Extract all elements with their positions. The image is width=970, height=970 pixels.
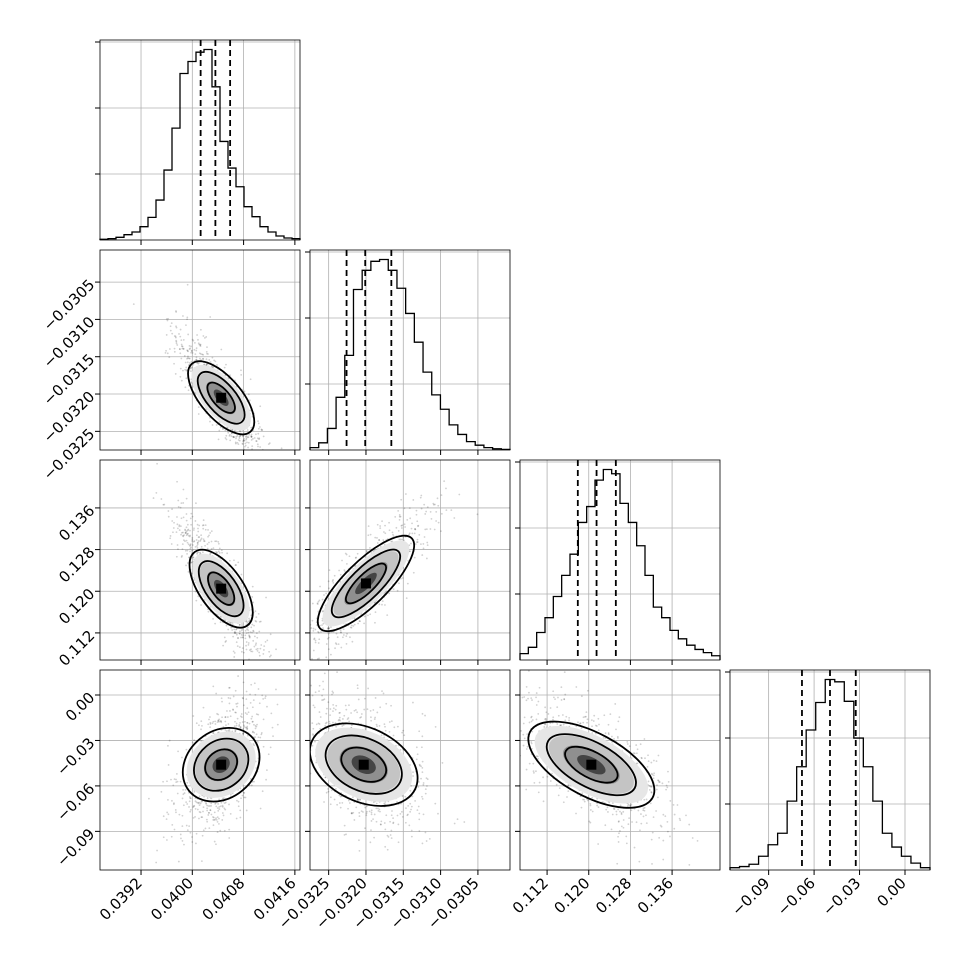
y-tick-label: 0.136 [55, 502, 98, 545]
x-tick-label: 0.0408 [199, 874, 249, 924]
histogram-step [519, 468, 721, 660]
histogram-step [729, 678, 931, 870]
contour-line [206, 381, 236, 414]
density-panel [309, 459, 511, 661]
histogram-step [309, 258, 511, 451]
contour-line [197, 560, 245, 618]
histogram-panel [515, 459, 721, 661]
panel-frame [309, 459, 511, 661]
density-panel [99, 249, 301, 451]
panel-frame [99, 39, 301, 241]
contour-line [344, 562, 387, 605]
contour-line [340, 746, 388, 783]
density-panel [99, 459, 301, 661]
contour-line [181, 726, 261, 803]
contour-line [310, 722, 419, 807]
contour-line [188, 548, 254, 629]
x-tick-label: −0.06 [774, 874, 819, 919]
x-tick-label: −0.09 [728, 874, 773, 919]
contour-line [330, 548, 402, 619]
panel-frame [519, 669, 721, 871]
contour-line [527, 720, 656, 809]
contour-line [564, 745, 619, 784]
sample-points [310, 480, 479, 660]
panel-frame [309, 249, 511, 451]
sample-points [152, 462, 277, 660]
x-tick-label: 0.0392 [96, 874, 146, 924]
panel-frame [99, 459, 301, 661]
x-tick-label: 0.136 [634, 874, 677, 917]
y-tick-label: 0.00 [62, 689, 98, 725]
contour-line [316, 534, 416, 633]
contour-line [187, 360, 256, 436]
histogram-panel [305, 249, 511, 451]
contour-line [196, 370, 246, 425]
panel-frame [99, 669, 301, 871]
y-tick-label: 0.128 [55, 543, 98, 586]
contour-line [193, 737, 250, 792]
contour-line [545, 733, 637, 797]
x-tick-label: 0.128 [592, 874, 635, 917]
panel-frame [309, 669, 511, 871]
y-tick-label: −0.03 [53, 734, 98, 779]
contour-line [204, 748, 239, 781]
y-tick-label: 0.120 [55, 585, 98, 628]
density-peak [360, 578, 371, 589]
sample-points [132, 283, 283, 450]
density-peak [358, 759, 369, 770]
contour-line [207, 571, 236, 606]
y-tick-label: −0.09 [53, 825, 98, 870]
density-peak [586, 759, 597, 770]
density-panel [519, 669, 721, 871]
sample-points [520, 670, 699, 866]
x-tick-label: 0.00 [873, 874, 909, 910]
density-peak [216, 759, 227, 770]
panel-frame [519, 459, 721, 661]
y-tick-label: −0.06 [53, 780, 98, 825]
contour-line [324, 734, 403, 795]
panel-frame [99, 249, 301, 451]
x-tick-label: 0.0400 [147, 874, 197, 924]
histogram-panel [725, 669, 931, 871]
histogram-panel [95, 39, 301, 241]
x-tick-label: 0.112 [509, 874, 552, 917]
panel-frame [729, 669, 931, 871]
y-tick-label: 0.112 [55, 627, 98, 670]
sample-points [310, 671, 466, 852]
x-tick-label: 0.120 [550, 874, 593, 917]
x-tick-label: −0.03 [819, 874, 864, 919]
density-peak [216, 583, 227, 594]
density-peak [216, 392, 227, 403]
sample-points [148, 675, 279, 864]
density-panel [309, 669, 511, 871]
density-panel [99, 669, 301, 871]
